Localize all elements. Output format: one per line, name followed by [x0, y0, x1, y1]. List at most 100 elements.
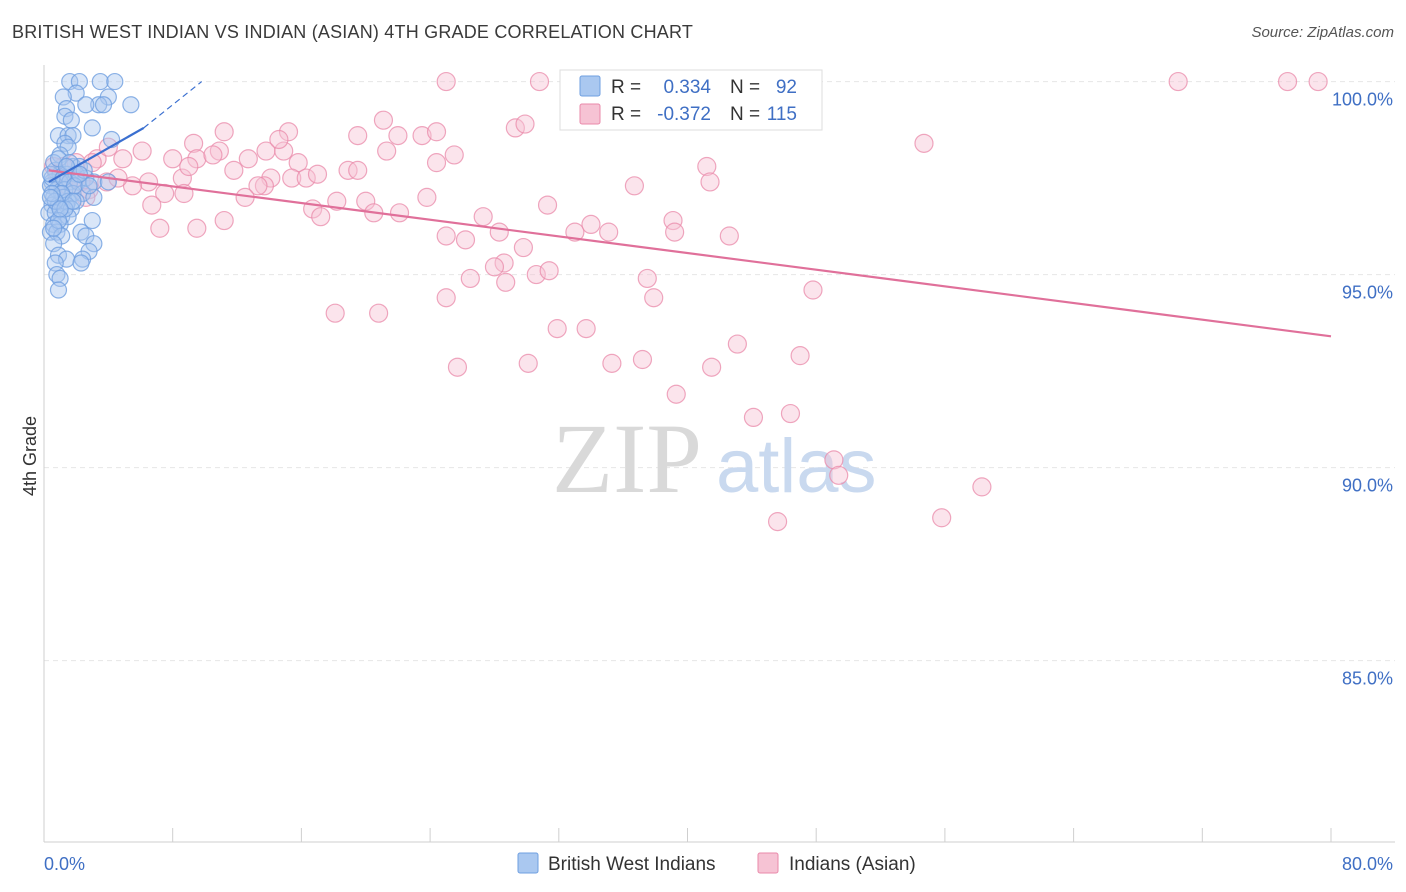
chart-title: BRITISH WEST INDIAN VS INDIAN (ASIAN) 4T…: [12, 22, 694, 42]
watermark: ZIP atlas: [552, 403, 877, 514]
point-indians-asian-23: [187, 149, 207, 169]
chart-source: Source: ZipAtlas.com: [1251, 24, 1394, 41]
point-indians-asian-45: [142, 195, 162, 215]
point-indians-asian-38: [248, 176, 268, 196]
point-indians-asian-58: [665, 222, 685, 242]
point-indians-asian-73: [460, 268, 480, 289]
point-indians-asian-85: [602, 353, 622, 373]
point-indians-asian-113: [179, 156, 199, 177]
x-tick-label-1: 80.0%: [1342, 854, 1393, 874]
point-british-west-indians-89: [41, 188, 60, 206]
point-indians-asian-88: [447, 357, 468, 377]
point-indians-asian-89: [666, 384, 686, 404]
point-indians-asian-1: [529, 71, 550, 92]
legend-label-pink: Indians (Asian): [789, 854, 916, 875]
point-british-west-indians-7: [90, 96, 108, 114]
tick-labels: 85.0% 90.0% 95.0% 100.0% 0.0% 80.0%: [44, 90, 1393, 874]
point-british-west-indians-87: [64, 192, 82, 210]
point-indians-asian-51: [700, 172, 720, 192]
series-british-west-indians: [40, 72, 140, 299]
point-british-west-indians-11: [77, 96, 95, 114]
point-british-west-indians-4: [67, 84, 85, 102]
point-indians-asian-7: [515, 114, 535, 134]
stats-blue-r-label: R =: [611, 77, 641, 98]
point-indians-asian-55: [311, 207, 331, 227]
point-indians-asian-0: [436, 71, 456, 92]
point-indians-asian-98: [307, 164, 328, 184]
trend-line-indians-asian: [48, 169, 1332, 338]
point-british-west-indians-3: [106, 72, 124, 91]
point-indians-asian-20: [444, 145, 464, 165]
point-indians-asian-61: [455, 230, 476, 250]
point-indians-asian-2: [1168, 71, 1188, 92]
legend-swatch-pink: [757, 852, 779, 874]
trend-lines: [48, 81, 1332, 338]
stats-pink-r-label: R =: [611, 104, 641, 125]
series-indians-asian: [44, 71, 1328, 532]
point-indians-asian-12: [412, 126, 432, 146]
point-indians-asian-54: [389, 203, 410, 223]
point-british-west-indians-83: [80, 177, 98, 195]
point-indians-asian-101: [581, 214, 601, 234]
point-indians-asian-81: [576, 319, 596, 339]
point-indians-asian-84: [518, 353, 538, 373]
point-indians-asian-64: [187, 218, 207, 238]
point-indians-asian-63: [214, 210, 234, 231]
point-indians-asian-35: [296, 168, 316, 188]
point-indians-asian-27: [113, 149, 133, 169]
point-indians-asian-57: [599, 222, 619, 242]
point-indians-asian-49: [624, 176, 645, 196]
point-british-west-indians-71: [49, 281, 68, 299]
stats-blue-r-value: 0.334: [663, 77, 711, 98]
point-indians-asian-80: [547, 319, 567, 339]
point-indians-asian-65: [150, 218, 170, 238]
stats-pink-n-value: 115: [767, 104, 797, 125]
point-british-west-indians-53: [83, 211, 101, 230]
point-indians-asian-32: [224, 160, 244, 180]
legend: British West Indians Indians (Asian): [517, 852, 916, 875]
point-indians-asian-71: [539, 261, 559, 281]
point-british-west-indians-13: [62, 111, 80, 129]
point-indians-asian-59: [719, 226, 739, 246]
y-tick-label-1: 90.0%: [1342, 476, 1393, 496]
stats-blue-n-label: N =: [730, 77, 760, 98]
point-british-west-indians-91: [51, 200, 69, 218]
point-indians-asian-62: [489, 222, 509, 242]
point-indians-asian-11: [388, 126, 408, 146]
point-indians-asian-95: [932, 508, 952, 528]
watermark-zip: ZIP: [552, 403, 702, 514]
point-indians-asian-86: [632, 349, 653, 370]
point-indians-asian-70: [526, 264, 546, 285]
point-indians-asian-15: [184, 133, 204, 153]
point-indians-asian-14: [914, 133, 934, 153]
point-indians-asian-76: [644, 288, 664, 308]
trend-line-british-west-indians: [48, 126, 145, 183]
point-indians-asian-79: [369, 303, 389, 323]
point-indians-asian-4: [1308, 71, 1328, 92]
point-indians-asian-78: [325, 303, 345, 323]
point-british-west-indians-9: [122, 96, 140, 114]
stats-blue-swatch: [579, 75, 601, 97]
point-indians-asian-52: [537, 195, 558, 215]
point-indians-asian-30: [338, 160, 358, 180]
point-indians-asian-26: [426, 153, 447, 173]
point-indians-asian-87: [702, 357, 722, 377]
point-indians-asian-8: [214, 122, 234, 142]
x-tick-label-0: 0.0%: [44, 854, 85, 874]
point-indians-asian-5: [373, 110, 394, 130]
point-indians-asian-24: [238, 149, 258, 169]
point-british-west-indians-8: [94, 96, 113, 114]
y-tick-label-2: 95.0%: [1342, 283, 1393, 303]
point-indians-asian-37: [254, 176, 274, 196]
stats-box-frame: [559, 69, 823, 131]
stats-pink-r-value: -0.372: [657, 104, 711, 125]
point-indians-asian-50: [697, 156, 717, 177]
point-british-west-indians-14: [83, 119, 101, 137]
stats-pink-swatch: [579, 103, 601, 125]
point-indians-asian-90: [743, 407, 764, 427]
point-indians-asian-6: [505, 118, 525, 138]
point-indians-asian-97: [203, 145, 223, 165]
y-axis-title: 4th Grade: [20, 416, 40, 496]
point-indians-asian-60: [436, 226, 456, 246]
